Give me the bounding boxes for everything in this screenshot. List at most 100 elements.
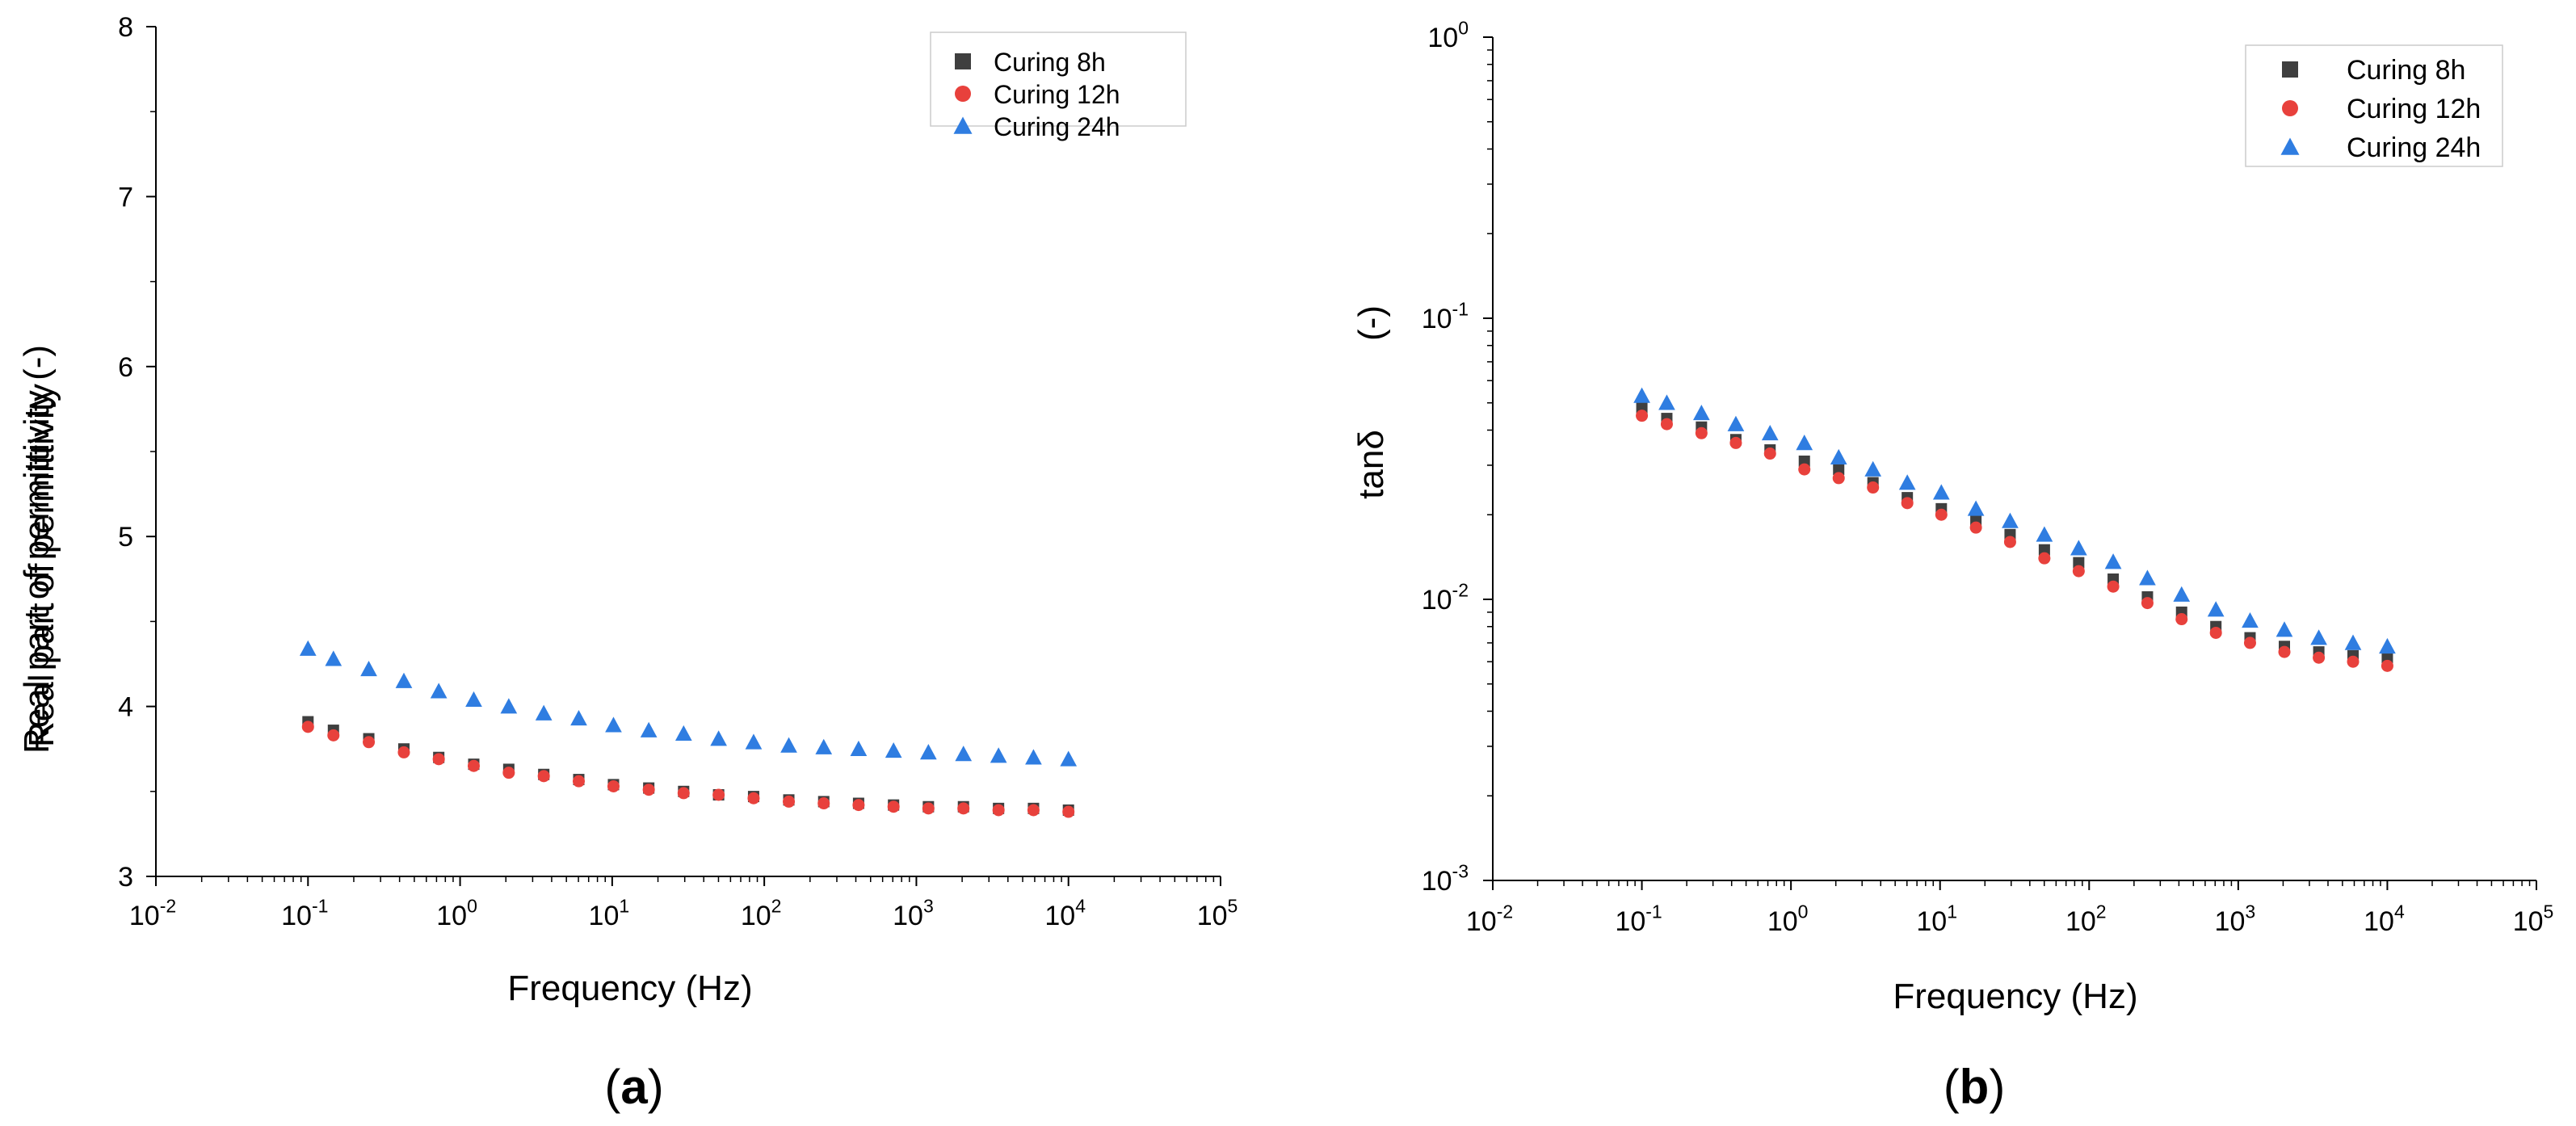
panel-b-legend-label-24h: Curing 24h [2347, 132, 2481, 163]
data-point [395, 672, 413, 688]
data-point [2038, 552, 2051, 565]
panel-a-y-axis-label-ghost: Real part of permittivity [22, 384, 61, 747]
data-point [957, 802, 970, 815]
legend-marker-circle [955, 86, 971, 102]
data-point [2107, 580, 2120, 593]
panel-a-caption-letter: a [620, 1060, 648, 1114]
panel-a-y-axis-label: Real part of permittivity (-) [17, 345, 57, 754]
panel-a-legend-box [930, 32, 1187, 127]
y-tick-label: 7 [118, 182, 133, 212]
x-tick-label: 103 [893, 896, 934, 931]
data-point [955, 746, 973, 762]
data-point [990, 747, 1007, 763]
data-point [674, 725, 692, 742]
data-point [301, 721, 314, 733]
panel-b-legend: Curing 8h Curing 12h Curing 24h [2245, 44, 2503, 167]
data-point [2175, 613, 2188, 626]
data-point [607, 779, 620, 792]
y-tick-label: 8 [118, 12, 133, 43]
data-point [640, 721, 658, 737]
data-point [2104, 553, 2122, 569]
data-point [642, 784, 655, 796]
legend-marker-triangle [953, 116, 973, 134]
data-point [535, 704, 553, 721]
data-point [1727, 415, 1745, 431]
panel-a-plot-area: 10-2 10-1 100 101 102 103 104 105 3 4 5 6 7 8 [118, 12, 1238, 931]
data-point [2243, 637, 2256, 649]
data-point [572, 775, 585, 788]
x-tick-label: 105 [2513, 901, 2554, 937]
data-point [2002, 512, 2019, 528]
x-tick-label: 101 [1916, 901, 1957, 937]
series-curing-12h [1636, 410, 2393, 672]
data-point [2347, 655, 2360, 668]
panel-b-legend-markers [2280, 61, 2300, 155]
data-point [783, 795, 796, 808]
panel-a-legend-label-24h: Curing 24h [994, 112, 1120, 141]
y-tick-label: 100 [1427, 18, 1469, 53]
panel-a-legend: Curing 8h Curing 12h Curing 24h [930, 32, 1187, 141]
data-point [885, 742, 902, 758]
data-point [2036, 526, 2053, 542]
panel-b-y-axis-label: tanδ [1351, 430, 1391, 499]
data-point [570, 709, 587, 726]
data-point [2278, 645, 2291, 658]
panel-b-data-points [1633, 387, 2396, 672]
data-point [1969, 521, 1982, 534]
data-point [922, 802, 935, 815]
series-curing-24h [299, 640, 1078, 767]
panel-a-x-ticks: 10-2 10-1 100 101 102 103 104 105 [129, 876, 1238, 931]
data-point [2139, 569, 2156, 586]
y-tick-label: 5 [118, 522, 133, 552]
data-point [299, 640, 317, 656]
panel-b-y-axis-unit: (-) [1351, 305, 1391, 341]
panel-a-x-axis-label: Frequency (Hz) [507, 968, 752, 1008]
data-point [397, 746, 410, 758]
x-tick-label: 104 [1044, 896, 1086, 931]
data-point [887, 800, 900, 813]
data-point [1761, 424, 1779, 441]
data-point [2381, 659, 2393, 672]
y-tick-label: 6 [118, 352, 133, 383]
data-point [2072, 565, 2085, 578]
x-tick-label: 102 [2065, 901, 2107, 937]
data-point [2209, 626, 2222, 639]
data-point [2276, 621, 2293, 637]
x-tick-label: 102 [741, 896, 782, 931]
panel-b-loss-tangent-chart: 10-2 10-1 100 101 102 103 104 105 10-310-210-11… [1351, 18, 2553, 1114]
data-point [467, 759, 480, 772]
panel-a-legend-label-8h: Curing 8h [994, 48, 1106, 77]
data-point [1695, 426, 1708, 439]
data-point [2038, 544, 2050, 556]
data-point [1763, 447, 1776, 460]
data-point [2310, 629, 2327, 645]
data-point [992, 804, 1005, 817]
x-tick-label: 103 [2215, 901, 2256, 937]
data-point [360, 660, 377, 677]
data-point [745, 733, 763, 750]
panel-b-plot-area: 10-2 10-1 100 101 102 103 104 105 10-310-210-11… [1422, 18, 2554, 937]
data-point [1967, 500, 1985, 516]
data-point [2379, 637, 2396, 654]
panel-a-legend-markers [953, 53, 973, 134]
data-point [1798, 463, 1811, 476]
panel-b-caption: (b) [1944, 1060, 2006, 1114]
data-point [2073, 557, 2085, 569]
panel-b-x-ticks: 10-2 10-1 100 101 102 103 104 105 [1466, 880, 2553, 937]
data-point [1060, 750, 1078, 767]
data-point [363, 736, 376, 749]
data-point [430, 683, 448, 699]
panel-b-legend-label-8h: Curing 8h [2347, 55, 2465, 86]
panel-b-x-axis-label: Frequency (Hz) [1893, 977, 2137, 1016]
data-point [2173, 586, 2191, 602]
y-tick-label: 4 [118, 692, 133, 723]
panel-b-caption-close: ) [1989, 1060, 2005, 1114]
y-tick-label: 3 [118, 862, 133, 893]
data-point [852, 799, 865, 812]
data-point [1025, 749, 1042, 765]
data-point [2003, 536, 2016, 548]
data-point [1932, 484, 1950, 500]
panel-a-caption: (a) [604, 1060, 663, 1114]
data-point [2242, 612, 2259, 628]
